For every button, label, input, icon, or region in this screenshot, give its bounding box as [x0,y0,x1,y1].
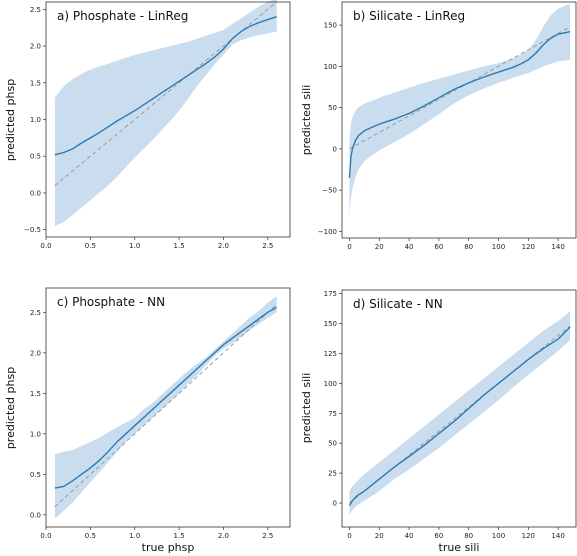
y-tick-label: 0.0 [30,189,41,197]
x-tick-label: 2.0 [218,242,229,250]
uncertainty-band [349,3,570,217]
x-tick-label: 60 [434,243,443,251]
mean-prediction-line [348,31,571,178]
uncertainty-band [349,311,570,515]
x-tick-label: 2.5 [262,532,273,540]
y-tick-label: 150 [324,22,337,30]
x-tick-label: 120 [522,532,535,540]
y-tick-label: 150 [324,320,337,328]
x-tick-label: 100 [492,243,505,251]
chart-panel-2: 0 20 40 60 80 100 120 140 −100 −50 0 50 100 150 b) Sil… [300,1,577,251]
x-tick-label: 20 [375,532,384,540]
y-tick-label: 125 [324,350,337,358]
y-tick-label: 50 [328,440,337,448]
y-tick-label: 2.5 [30,6,41,14]
y-tick-label: 1.5 [30,79,41,87]
x-tick-label: 140 [551,243,564,251]
x-tick-label: 1.0 [129,242,140,250]
y-tick-label: 1.0 [30,430,41,438]
chart-panel-1: 0.0 0.5 1.0 1.5 2.0 2.5 −0.5 0.0 0.5 1.0 1.5 2.0 2.5… [4,0,291,250]
y-axis-label: predicted phsp [4,367,17,449]
chart-panel-3: 0.0 0.5 1.0 1.5 2.0 2.5 0.0 0.5 1.0 1.5 2.0 2.5 c) P… [4,287,291,554]
x-tick-label: 140 [551,532,564,540]
x-tick-label: 20 [375,243,384,251]
y-tick-label: 2.5 [30,309,41,317]
y-tick-label: 2.0 [30,349,41,357]
x-tick-label: 0.0 [40,242,51,250]
y-tick-label: 100 [324,63,337,71]
x-axis-label: true sili [439,541,480,554]
y-tick-label: −0.5 [24,226,41,234]
x-tick-label: 2.0 [218,532,229,540]
x-tick-label: 0 [347,532,351,540]
panel-title: a) Phosphate - LinReg [57,9,188,23]
x-tick-label: 0 [347,243,351,251]
plot-frame [341,1,577,239]
x-tick-label: 0.0 [40,532,51,540]
chart-panel-4: 0 20 40 60 80 100 120 140 0 25 50 75 100 125 150 175 d) … [300,289,577,554]
y-axis-label: predicted phsp [4,79,17,161]
identity-line [349,26,571,150]
x-tick-label: 80 [464,532,473,540]
y-tick-label: 2.0 [30,43,41,51]
x-tick-label: 0.5 [85,242,96,250]
y-axis-label: predicted sili [300,85,313,156]
y-tick-label: 0.5 [30,471,41,479]
x-tick-label: 80 [464,243,473,251]
panel-title: d) Silicate - NN [353,297,443,311]
x-axis-label: true phsp [142,541,195,554]
y-tick-label: 75 [328,410,337,418]
y-tick-label: −50 [322,187,337,195]
y-tick-label: 0 [333,500,337,508]
y-axis-label: predicted sili [300,373,313,444]
plot-frame [45,287,291,528]
plot-frame [341,289,577,528]
y-tick-label: 50 [328,104,337,112]
y-tick-label: −100 [318,228,337,236]
mean-prediction-line [54,16,277,156]
x-tick-label: 1.5 [174,242,185,250]
x-tick-label: 0.5 [85,532,96,540]
panel-title: c) Phosphate - NN [57,295,165,309]
panel-title: b) Silicate - LinReg [353,9,465,23]
mean-prediction-line [54,306,278,489]
y-tick-label: 0.5 [30,153,41,161]
y-tick-label: 1.0 [30,116,41,124]
y-tick-label: 0 [333,145,337,153]
x-tick-label: 120 [522,243,535,251]
x-tick-label: 60 [434,532,443,540]
identity-line [349,325,571,504]
mean-prediction-line [348,326,571,506]
y-tick-label: 25 [328,470,337,478]
y-tick-label: 1.5 [30,390,41,398]
uncertainty-band [54,296,277,519]
x-tick-label: 40 [405,243,414,251]
x-tick-label: 1.0 [129,532,140,540]
x-tick-label: 40 [405,532,414,540]
x-tick-label: 2.5 [262,242,273,250]
y-tick-label: 0.0 [30,511,41,519]
y-tick-label: 175 [324,290,337,298]
y-tick-label: 100 [324,380,337,388]
x-tick-label: 1.5 [174,532,185,540]
x-tick-label: 100 [492,532,505,540]
identity-line [54,303,278,508]
uncertainty-band [54,0,277,226]
